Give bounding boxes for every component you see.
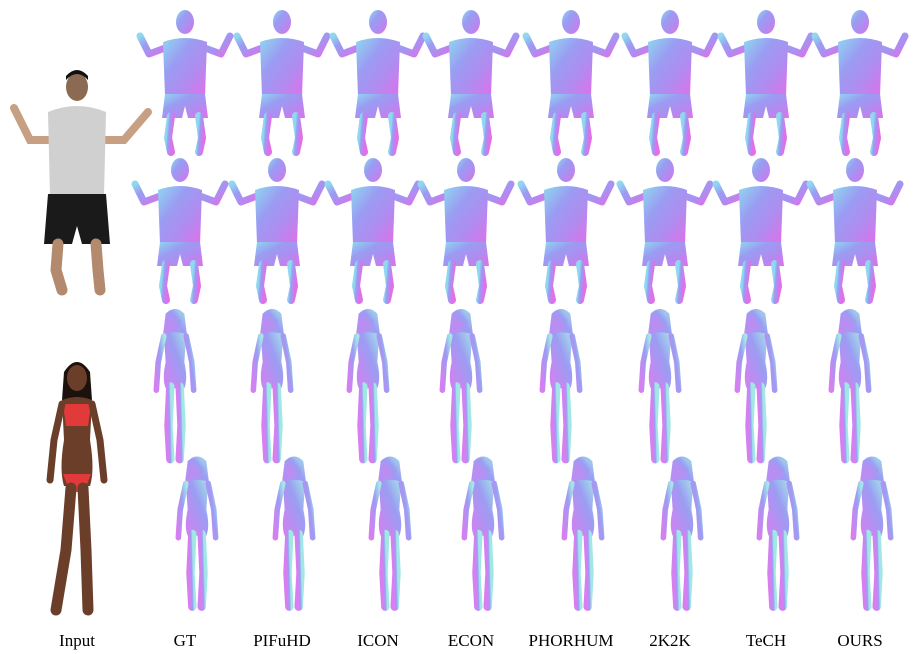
column-label: OURS xyxy=(837,631,882,650)
column-label: PIFuHD xyxy=(253,631,311,650)
render-1 xyxy=(815,10,905,152)
render-4 xyxy=(564,456,601,606)
render-4 xyxy=(464,456,501,606)
column-label: TeCH xyxy=(746,631,786,650)
render-3 xyxy=(349,309,386,459)
render-2 xyxy=(716,158,806,300)
render-3 xyxy=(542,309,579,459)
render-1 xyxy=(426,10,516,152)
render-1 xyxy=(237,10,327,152)
render-2 xyxy=(232,158,322,300)
column-label: 2K2K xyxy=(649,631,691,650)
render-4 xyxy=(275,456,312,606)
render-1 xyxy=(526,10,616,152)
render-1 xyxy=(625,10,715,152)
render-3 xyxy=(831,309,868,459)
render-4 xyxy=(853,456,890,606)
render-2 xyxy=(620,158,710,300)
column-label: GT xyxy=(174,631,197,650)
render-4 xyxy=(663,456,700,606)
render-3 xyxy=(156,309,193,459)
input-female xyxy=(46,362,108,616)
render-1 xyxy=(721,10,811,152)
render-1 xyxy=(333,10,423,152)
render-2 xyxy=(521,158,611,300)
column-label: ECON xyxy=(448,631,494,650)
render-grid xyxy=(135,10,905,607)
render-2 xyxy=(810,158,900,300)
render-4 xyxy=(178,456,215,606)
render-3 xyxy=(737,309,774,459)
render-3 xyxy=(253,309,290,459)
column-label: ICON xyxy=(357,631,399,650)
column-labels: Input GT PIFuHD ICON ECON PHORHUM 2K2K TeCH OURS xyxy=(59,631,883,650)
render-1 xyxy=(140,10,230,152)
render-4 xyxy=(759,456,796,606)
render-4 xyxy=(371,456,408,606)
render-3 xyxy=(442,309,479,459)
column-label: Input xyxy=(59,631,95,650)
render-2 xyxy=(421,158,511,300)
input-male xyxy=(10,70,152,296)
render-2 xyxy=(135,158,225,300)
column-label: PHORHUM xyxy=(528,631,613,650)
render-3 xyxy=(641,309,678,459)
render-2 xyxy=(328,158,418,300)
